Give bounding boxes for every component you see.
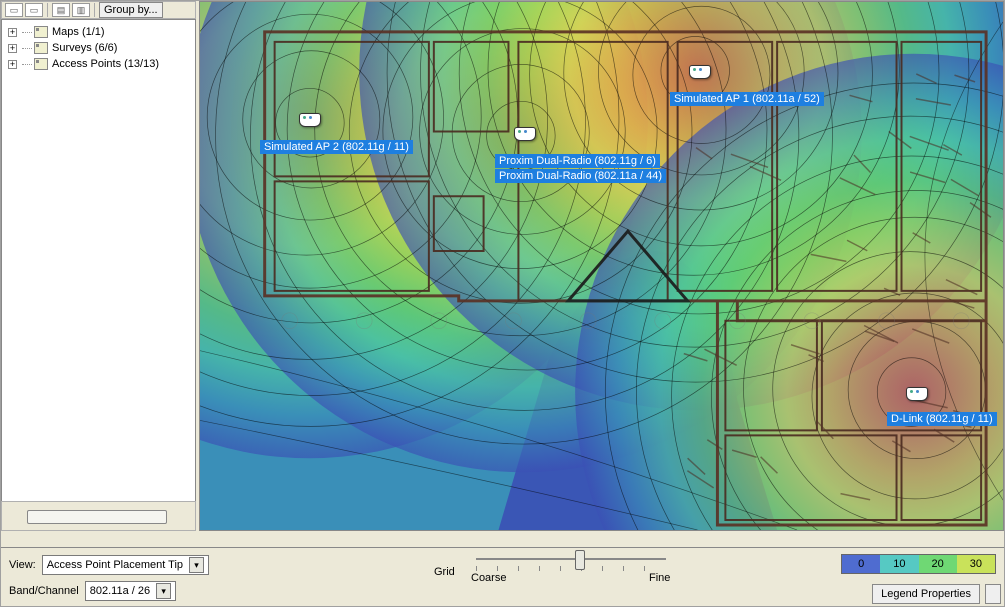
chevron-down-icon: ▾ bbox=[156, 583, 171, 599]
band-combo[interactable]: 802.11a / 26 ▾ bbox=[85, 581, 176, 601]
tree-item-label: Maps (1/1) bbox=[52, 26, 105, 38]
heatmap-canvas[interactable]: Simulated AP 2 (802.11g / 11) Proxim Dual… bbox=[199, 1, 1004, 531]
tree-connector bbox=[22, 32, 32, 33]
tree-scrollbar-area bbox=[1, 501, 196, 531]
view-combo-value: Access Point Placement Tip bbox=[47, 559, 183, 571]
group-by-button[interactable]: Group by... bbox=[99, 2, 163, 18]
access-point-label[interactable]: Proxim Dual-Radio (802.11a / 44) bbox=[495, 169, 666, 183]
extra-button[interactable] bbox=[985, 584, 1001, 604]
toolbar-collapse-icon[interactable]: ▭ bbox=[25, 3, 43, 17]
grid-coarse-label: Coarse bbox=[471, 572, 506, 584]
tree-item-label: Access Points (13/13) bbox=[52, 58, 159, 70]
tree-item[interactable]: + Maps (1/1) bbox=[4, 24, 193, 40]
folder-icon bbox=[34, 58, 48, 70]
legend-properties-button[interactable]: Legend Properties bbox=[872, 584, 980, 604]
tree-item-label: Surveys (6/6) bbox=[52, 42, 117, 54]
access-point-label[interactable]: Proxim Dual-Radio (802.11g / 6) bbox=[495, 154, 660, 168]
slider-track bbox=[476, 558, 666, 560]
band-combo-value: 802.11a / 26 bbox=[90, 585, 150, 597]
view-combo[interactable]: Access Point Placement Tip ▾ bbox=[42, 555, 209, 575]
tree-expander-icon[interactable]: + bbox=[8, 44, 17, 53]
legend-segment: 10 bbox=[880, 555, 918, 573]
slider-ticks bbox=[476, 562, 666, 570]
tree-expander-icon[interactable]: + bbox=[8, 28, 17, 37]
folder-icon bbox=[34, 42, 48, 54]
view-label: View: bbox=[9, 559, 36, 571]
access-point-icon[interactable] bbox=[689, 65, 711, 79]
grid-fine-label: Fine bbox=[649, 572, 670, 584]
access-point-icon[interactable] bbox=[514, 127, 536, 141]
access-point-label[interactable]: Simulated AP 2 (802.11g / 11) bbox=[260, 140, 413, 154]
horizontal-scrollbar[interactable] bbox=[27, 510, 167, 524]
toolbar-view2-icon[interactable]: ▥ bbox=[72, 3, 90, 17]
toolbar-view1-icon[interactable]: ▤ bbox=[52, 3, 70, 17]
legend-segment: 20 bbox=[919, 555, 957, 573]
tree-connector bbox=[22, 64, 32, 65]
tree-expander-icon[interactable]: + bbox=[8, 60, 17, 69]
toolbar-separator bbox=[94, 3, 95, 17]
slider-thumb[interactable] bbox=[575, 550, 585, 570]
grid-label: Grid bbox=[434, 566, 455, 578]
band-label: Band/Channel bbox=[9, 585, 79, 597]
toolbar-separator bbox=[47, 3, 48, 17]
legend-segment: 30 bbox=[957, 555, 995, 573]
access-point-icon[interactable] bbox=[299, 113, 321, 127]
bottom-controls: View: Access Point Placement Tip ▾ Band/… bbox=[1, 547, 1005, 607]
access-point-label[interactable]: Simulated AP 1 (802.11a / 52) bbox=[670, 92, 824, 106]
toolbar-expand-icon[interactable]: ▭ bbox=[5, 3, 23, 17]
folder-icon bbox=[34, 26, 48, 38]
legend-bar: 0102030 bbox=[841, 554, 996, 574]
legend-segment: 0 bbox=[842, 555, 880, 573]
tree-item[interactable]: + Surveys (6/6) bbox=[4, 40, 193, 56]
chevron-down-icon: ▾ bbox=[189, 557, 204, 573]
access-point-icon[interactable] bbox=[906, 387, 928, 401]
tree-toolbar: ▭ ▭ ▤ ▥ Group by... bbox=[1, 1, 196, 19]
tree-item[interactable]: + Access Points (13/13) bbox=[4, 56, 193, 72]
access-point-label[interactable]: D-Link (802.11g / 11) bbox=[887, 412, 997, 426]
tree-connector bbox=[22, 48, 32, 49]
project-tree-panel: + Maps (1/1) + Surveys (6/6) + Access Points … bbox=[1, 19, 196, 529]
